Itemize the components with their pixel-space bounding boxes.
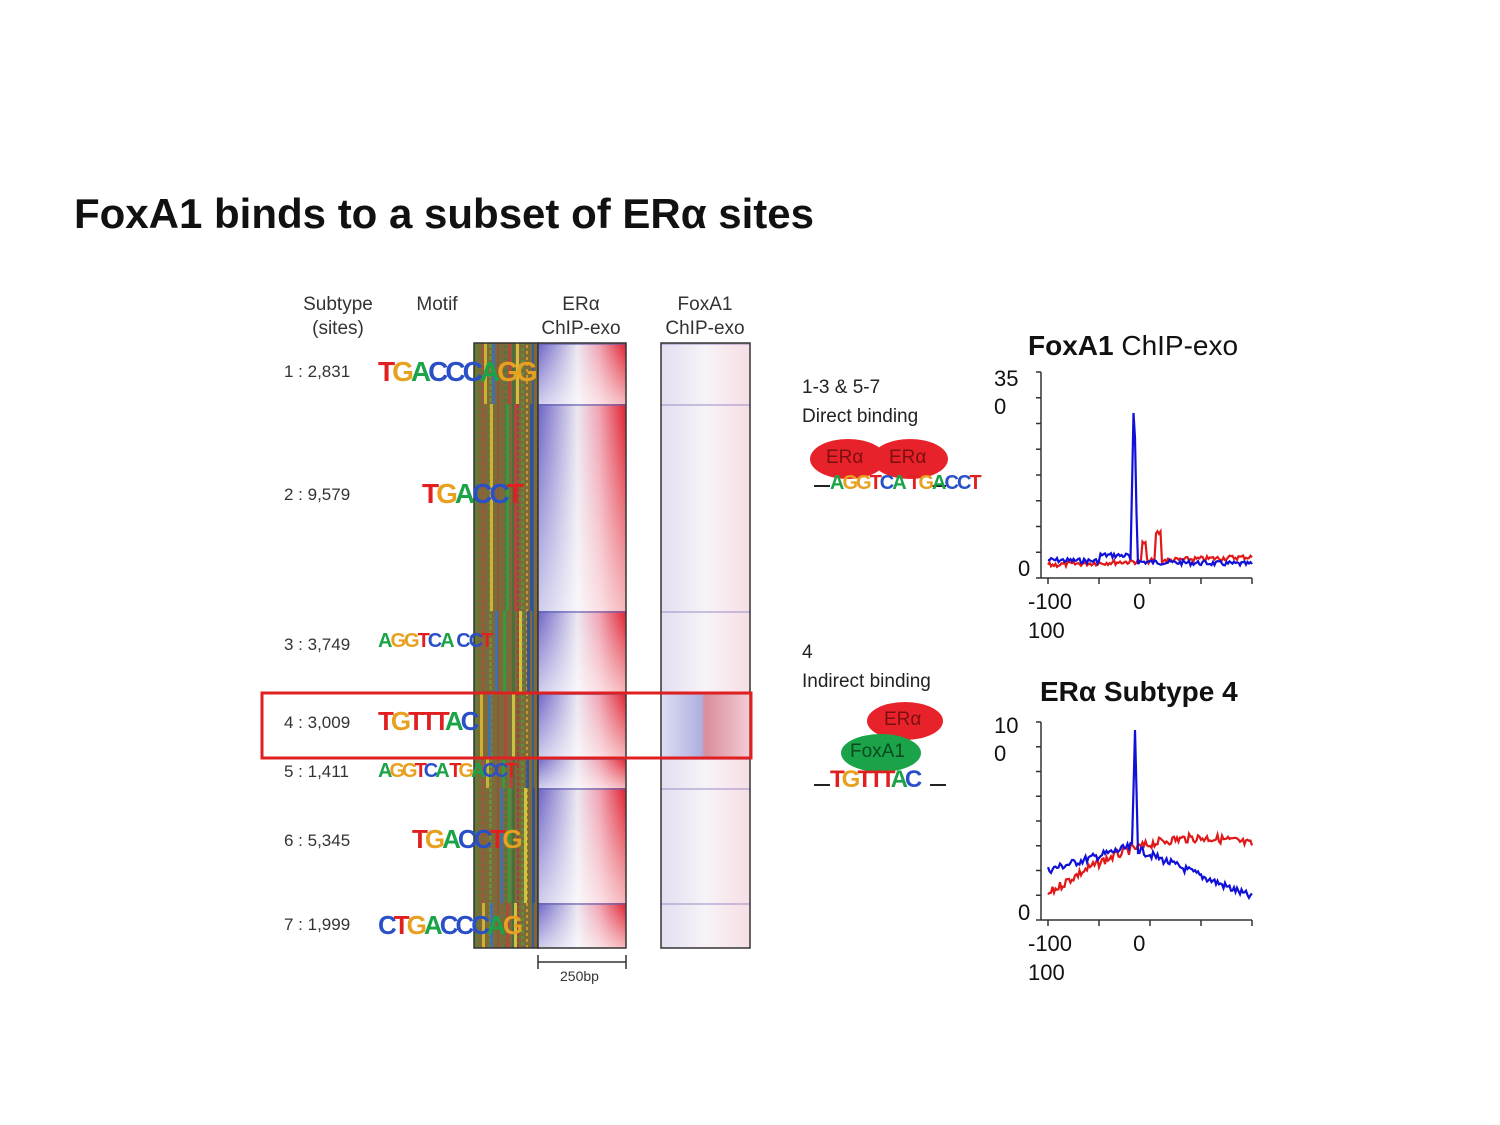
plot2-axes [1036,721,1253,926]
foxa1-block-7 [661,903,750,948]
slide-title: FoxA1 binds to a subset of ERα sites [74,190,814,237]
foxa1-block-3 [661,611,750,693]
indirect-binding-heading: 4 Indirect binding [802,642,931,692]
foxa1-block-5 [661,758,750,788]
header-era-chipexo: ERα ChIP-exo [541,294,621,339]
plot1-ymin: 0 [1018,556,1031,581]
motif-logo-7: CTGACCCAG [378,910,523,940]
plot2-red-trace [1047,830,1254,897]
direct-binding-heading: 1-3 & 5-7 Direct binding [802,377,919,427]
plot1-xticks: -100 0 100 [1028,589,1146,643]
subtype-1-label: 1 : 2,831 [284,362,351,381]
header-motif: Motif [416,294,458,315]
subtype-4-label: 4 : 3,009 [284,713,351,732]
subtype-6-label: 6 : 5,345 [284,831,351,850]
foxa1-block-1 [661,343,750,404]
plot1-blue-trace [1047,412,1253,569]
direct-binding-model [810,439,948,487]
plot2-ymax: 10 0 [994,713,1019,766]
header-foxa1-chipexo: FoxA1 ChIP-exo [665,294,745,339]
subtype-5-label: 5 : 1,411 [284,762,349,781]
subtype-2-label: 2 : 9,579 [284,485,351,504]
foxa1-oval-label: FoxA1 [850,741,905,762]
foxa1-block-6 [661,788,750,903]
sequence-heatmap [473,342,539,949]
motif-logo-1: TGACCCAGG [378,356,538,387]
plot2-xticks: -100 0 100 [1028,931,1146,985]
header-subtype: Subtype (sites) [303,294,373,339]
scale-bar [537,955,627,969]
foxa1-block-4 [661,693,750,758]
plot1-ymax: 35 0 [994,366,1019,419]
foxa1-chipexo-heatmap [661,343,750,948]
motif-logo-5: AGGTCA TGACCT [378,760,518,782]
era-oval-label-1: ERα [826,447,864,468]
foxa1-block-2 [661,404,750,611]
era-oval-label-2: ERα [889,447,927,468]
scale-label: 250bp [560,968,599,984]
subtype-7-label: 7 : 1,999 [284,915,351,934]
motif-logo-3: AGGTCA CCT [378,630,493,652]
motif-logo-6: TGACCTG [412,824,523,854]
indirect-binding-motif-logo: TGTTTAC [830,766,922,793]
indirect-binding-model [814,702,946,786]
direct-binding-motif-logo: AGGTCA TGACCT [830,472,982,494]
plot2-title: ERα Subtype 4 [1040,676,1238,707]
motif-logo-2: TGACCT [422,478,524,509]
motif-logo-4: TGTTTAC [378,706,479,736]
subtype-3-label: 3 : 3,749 [284,635,351,654]
subtype-4-highlight [260,691,753,760]
era-oval-label-3: ERα [884,709,922,730]
plot2-blue-trace [1046,729,1253,901]
plot2-ymin: 0 [1018,900,1031,925]
era-chipexo-heatmap [538,343,626,948]
plot1-axes [1036,371,1253,584]
plot1-title: FoxA1 ChIP-exo [1028,330,1239,361]
